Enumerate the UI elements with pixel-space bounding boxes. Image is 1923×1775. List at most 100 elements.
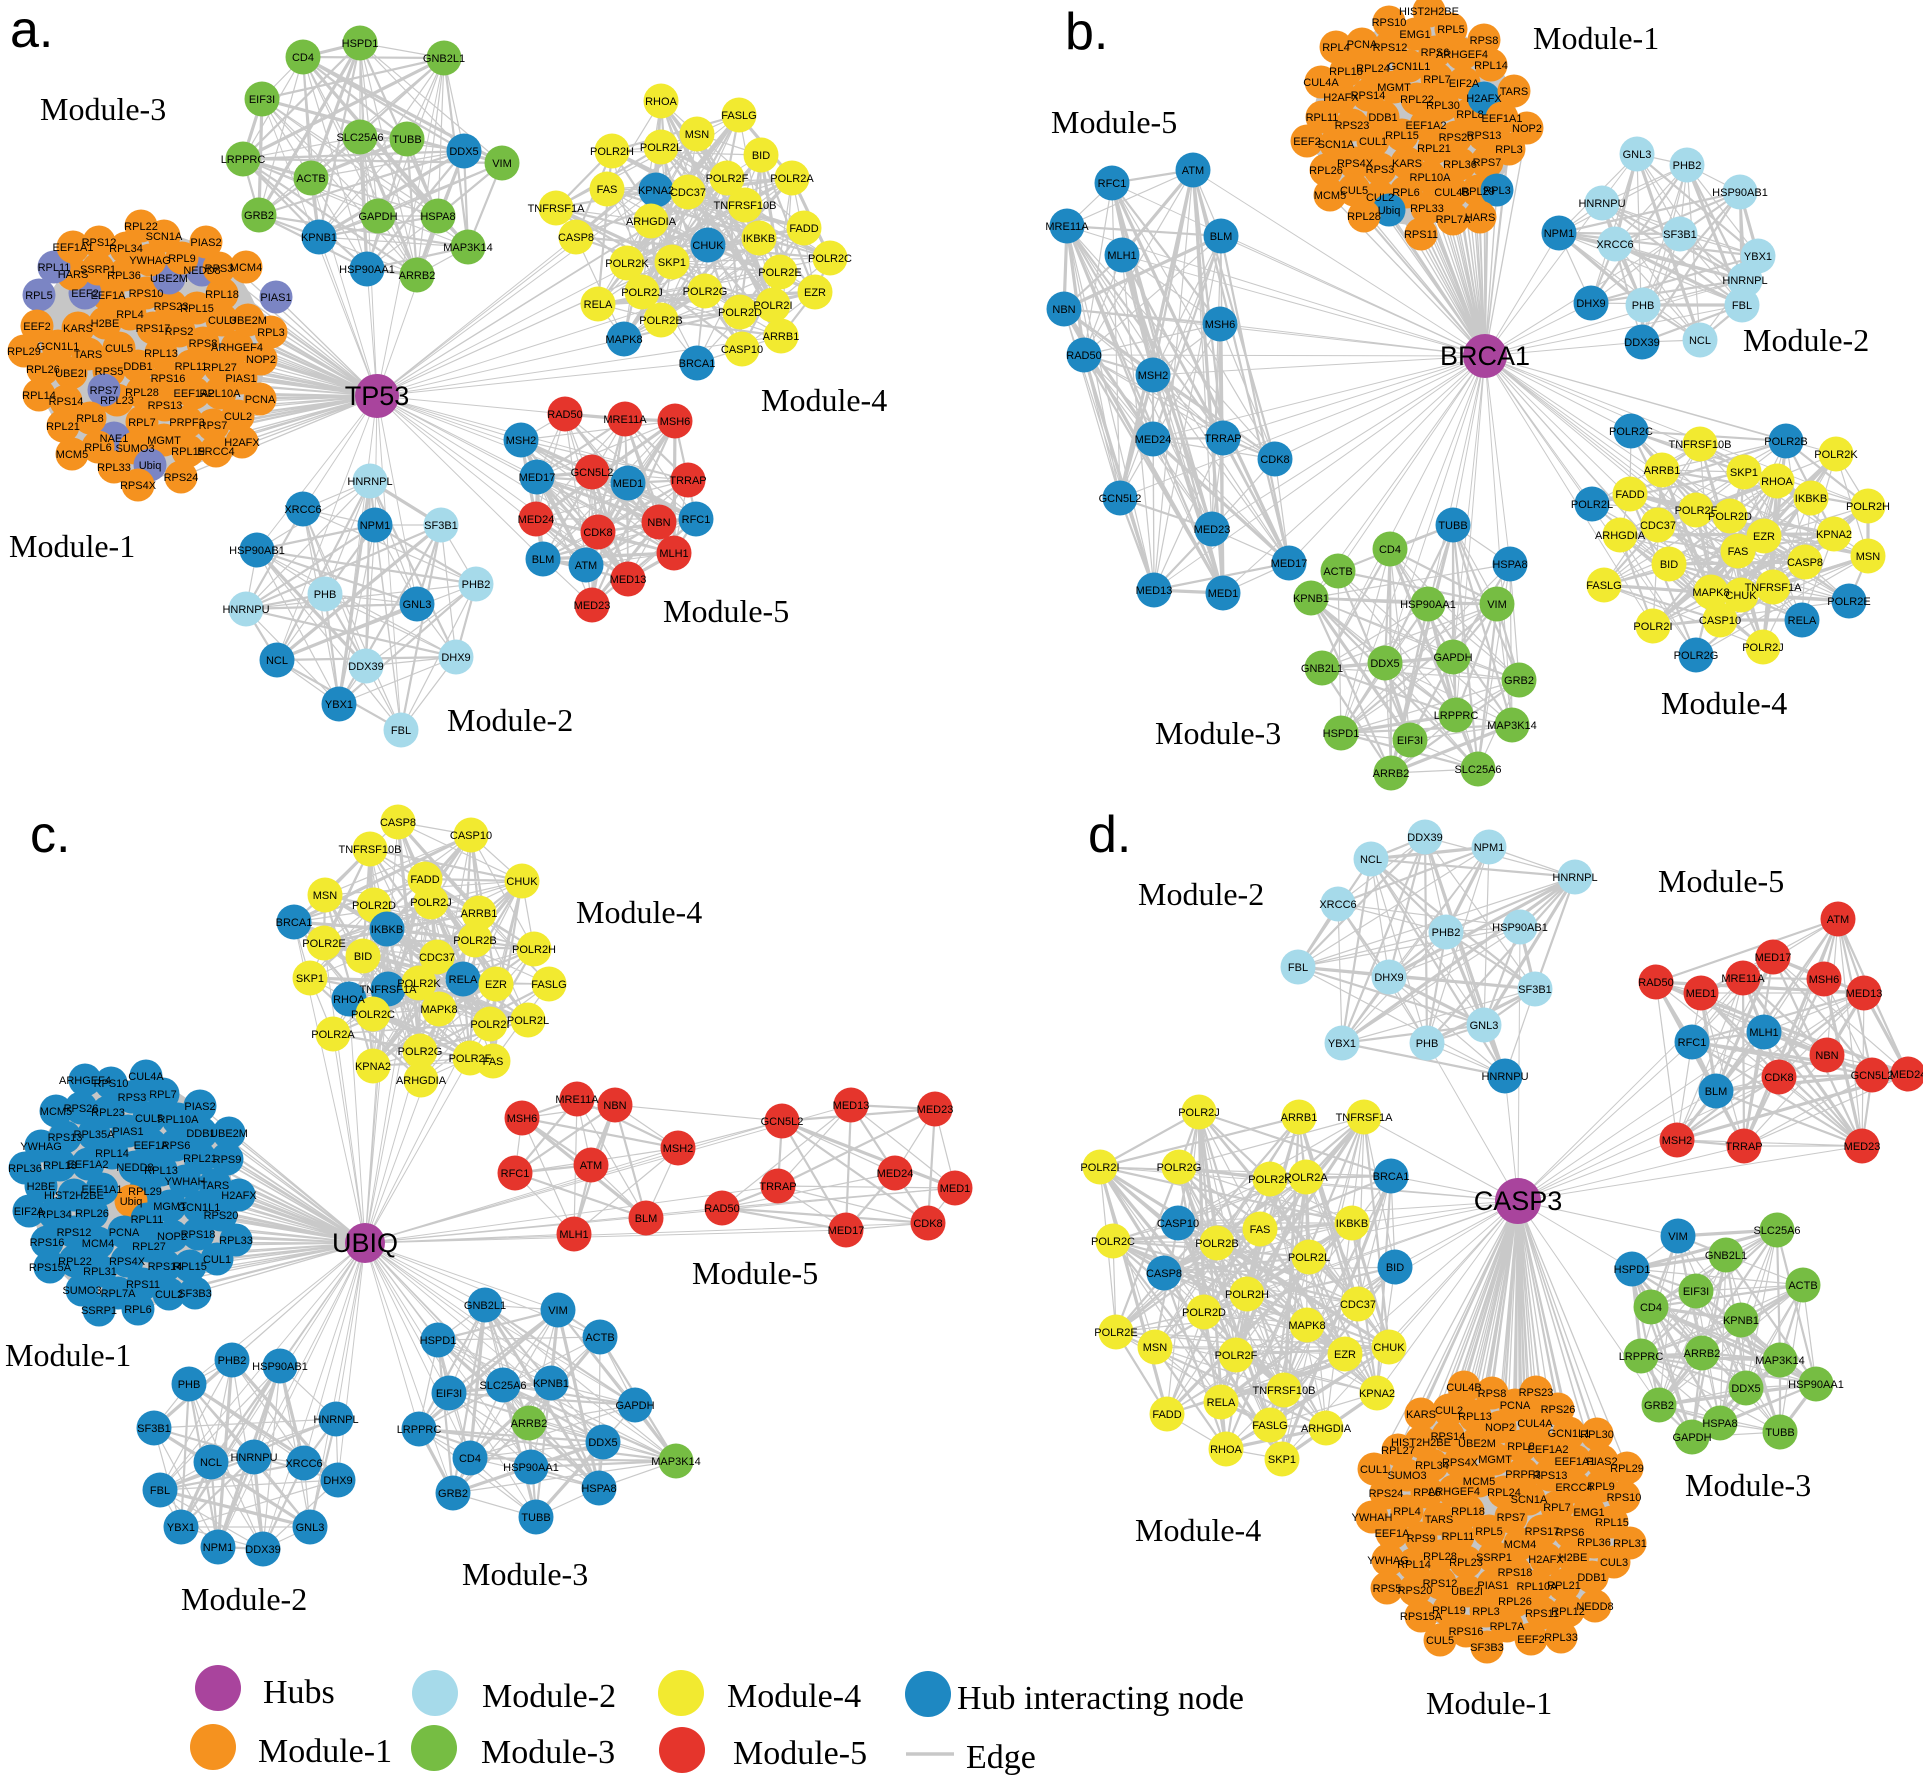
svg-text:MCM5: MCM5 — [1463, 1476, 1495, 1488]
svg-text:MED17: MED17 — [519, 472, 556, 484]
svg-text:VIM: VIM — [548, 1305, 568, 1317]
svg-text:RPS23: RPS23 — [154, 301, 189, 313]
svg-text:KPNB1: KPNB1 — [1723, 1315, 1759, 1327]
svg-text:PIAS1: PIAS1 — [1477, 1580, 1508, 1592]
svg-text:CASP8: CASP8 — [558, 232, 594, 244]
svg-text:RPL33: RPL33 — [1410, 203, 1444, 215]
svg-text:H2AFX: H2AFX — [1323, 92, 1359, 104]
svg-text:PHB: PHB — [1632, 300, 1655, 312]
svg-text:RPL5: RPL5 — [1437, 24, 1465, 36]
svg-text:EEF1A2: EEF1A2 — [174, 388, 215, 400]
svg-text:MLH1: MLH1 — [1749, 1027, 1778, 1039]
svg-text:IKBKB: IKBKB — [1795, 493, 1827, 505]
svg-text:SKP1: SKP1 — [1268, 1454, 1296, 1466]
svg-text:RPS5: RPS5 — [95, 366, 124, 378]
svg-text:RFC1: RFC1 — [501, 1168, 530, 1180]
svg-text:UBE2I: UBE2I — [55, 368, 87, 380]
svg-text:HSPA8: HSPA8 — [1702, 1418, 1737, 1430]
svg-text:HNRNPU: HNRNPU — [1481, 1071, 1528, 1083]
svg-text:POLR2D: POLR2D — [1708, 511, 1752, 523]
svg-text:EEF1A2: EEF1A2 — [1406, 120, 1447, 132]
svg-text:RPL23: RPL23 — [100, 395, 134, 407]
svg-text:YWHAG: YWHAG — [20, 1141, 62, 1153]
svg-text:MED13: MED13 — [1846, 988, 1883, 1000]
svg-text:Module-5: Module-5 — [733, 1735, 867, 1772]
svg-text:RPL30: RPL30 — [1426, 100, 1460, 112]
svg-text:MSN: MSN — [1856, 551, 1881, 563]
svg-text:Module-1: Module-1 — [9, 528, 135, 564]
svg-text:LRPPRC: LRPPRC — [1434, 710, 1479, 722]
svg-text:Module-5: Module-5 — [1658, 863, 1784, 899]
svg-text:RPL8: RPL8 — [1456, 109, 1484, 121]
svg-text:RHOA: RHOA — [1210, 1444, 1242, 1456]
svg-text:DDB1: DDB1 — [1577, 1572, 1606, 1584]
svg-text:UBE2M: UBE2M — [210, 1128, 248, 1140]
svg-text:RPS14: RPS14 — [1431, 1431, 1466, 1443]
svg-text:EEF1A: EEF1A — [91, 290, 127, 302]
svg-text:ACTB: ACTB — [585, 1332, 614, 1344]
svg-text:HARS: HARS — [1465, 212, 1496, 224]
svg-text:PHB2: PHB2 — [1432, 927, 1461, 939]
svg-text:CDK8: CDK8 — [913, 1218, 942, 1230]
svg-text:MED13: MED13 — [1136, 585, 1173, 597]
svg-text:HNRNPL: HNRNPL — [347, 476, 392, 488]
svg-text:POLR2K: POLR2K — [605, 258, 649, 270]
svg-text:GRB2: GRB2 — [438, 1488, 468, 1500]
svg-text:POLR2G: POLR2G — [1674, 650, 1719, 662]
svg-text:GAPDH: GAPDH — [1433, 652, 1472, 664]
svg-text:GCN5L2: GCN5L2 — [1099, 493, 1142, 505]
svg-text:MED23: MED23 — [917, 1104, 954, 1116]
svg-text:RPS16: RPS16 — [1449, 1626, 1484, 1638]
svg-text:CASP10: CASP10 — [450, 830, 492, 842]
svg-text:SUMO3: SUMO3 — [62, 1285, 101, 1297]
svg-text:MSH6: MSH6 — [1809, 974, 1840, 986]
svg-text:RPS2: RPS2 — [165, 326, 194, 338]
svg-text:RPL5: RPL5 — [1475, 1526, 1503, 1538]
svg-text:CDC37: CDC37 — [670, 187, 706, 199]
svg-text:BID: BID — [1660, 559, 1678, 571]
svg-text:Module-3: Module-3 — [1685, 1467, 1811, 1503]
svg-text:YWHAH: YWHAH — [165, 1176, 206, 1188]
svg-text:NCL: NCL — [1689, 335, 1711, 347]
svg-text:RPL34: RPL34 — [109, 243, 143, 255]
svg-text:ACTB: ACTB — [296, 173, 325, 185]
svg-text:ARHGDIA: ARHGDIA — [1595, 530, 1646, 542]
svg-text:H2BE: H2BE — [27, 1181, 56, 1193]
svg-text:FADD: FADD — [789, 223, 818, 235]
svg-text:EEF1A: EEF1A — [1375, 1528, 1411, 1540]
svg-text:MGMT: MGMT — [147, 435, 181, 447]
svg-text:Hubs: Hubs — [263, 1674, 335, 1711]
svg-text:c.: c. — [30, 806, 70, 864]
svg-text:RPL21: RPL21 — [46, 421, 80, 433]
svg-text:POLR2E: POLR2E — [302, 938, 345, 950]
svg-text:POLR2K: POLR2K — [1814, 449, 1858, 461]
svg-text:PRPF3: PRPF3 — [169, 417, 204, 429]
svg-text:ARRB2: ARRB2 — [1684, 1348, 1721, 1360]
svg-text:EZR: EZR — [804, 287, 826, 299]
svg-text:RPL26: RPL26 — [1309, 165, 1343, 177]
svg-text:RPS9: RPS9 — [1407, 1533, 1436, 1545]
svg-text:CUL1: CUL1 — [1360, 1464, 1388, 1476]
svg-text:CUL1: CUL1 — [1359, 136, 1387, 148]
svg-text:PIAS1: PIAS1 — [260, 292, 291, 304]
svg-text:TNFRSF10B: TNFRSF10B — [339, 844, 402, 856]
svg-text:RPL29: RPL29 — [7, 346, 41, 358]
svg-text:RPS16: RPS16 — [30, 1237, 65, 1249]
svg-text:POLR2B: POLR2B — [453, 935, 496, 947]
svg-text:MSN: MSN — [1143, 1342, 1168, 1354]
svg-text:CUL2: CUL2 — [155, 1289, 183, 1301]
svg-text:NBN: NBN — [603, 1100, 626, 1112]
svg-text:RPL5: RPL5 — [25, 290, 53, 302]
svg-text:TARS: TARS — [1425, 1514, 1454, 1526]
svg-text:TNFRSF1A: TNFRSF1A — [528, 203, 586, 215]
svg-text:CUL4B: CUL4B — [1446, 1382, 1481, 1394]
svg-text:DHX9: DHX9 — [1374, 972, 1403, 984]
svg-text:RPS11: RPS11 — [126, 1279, 160, 1291]
svg-text:CD4: CD4 — [459, 1453, 481, 1465]
svg-text:EIF2A: EIF2A — [1449, 78, 1480, 90]
svg-text:Module-1: Module-1 — [1533, 20, 1659, 56]
svg-text:GNL3: GNL3 — [296, 1522, 325, 1534]
svg-text:MRE11A: MRE11A — [555, 1094, 599, 1106]
svg-text:MGMT: MGMT — [1478, 1454, 1512, 1466]
svg-text:CUL4A: CUL4A — [1517, 1418, 1553, 1430]
